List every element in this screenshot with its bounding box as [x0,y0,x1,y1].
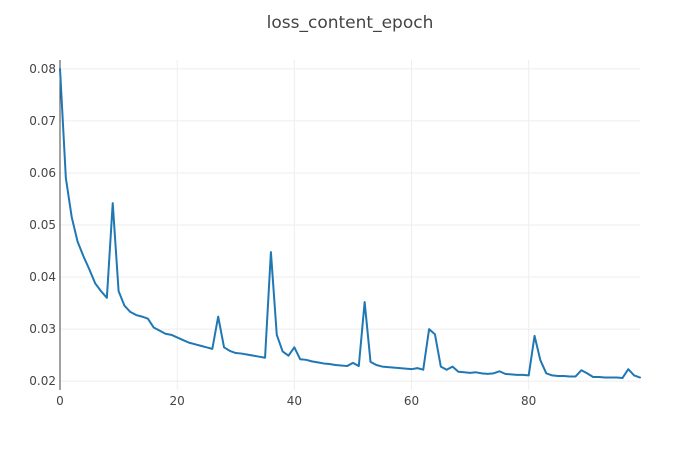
tick-labels: 0.02 0.03 0.04 0.05 0.06 0.07 0.08 0 20 40 60 80 [29,62,536,408]
y-tick-label: 0.03 [29,322,56,336]
series-layer [59,67,641,380]
y-tick-label: 0.05 [29,218,56,232]
x-tick-label: 60 [404,394,419,408]
grid [60,60,640,390]
x-tick-label: 80 [521,394,536,408]
chart-title: loss_content_epoch [266,13,434,33]
y-tick-label: 0.07 [29,114,56,128]
y-tick-label: 0.08 [29,62,56,76]
x-tick-label: 40 [287,394,302,408]
y-tick-label: 0.02 [29,374,56,388]
series-line [59,67,641,380]
x-tick-label: 0 [56,394,64,408]
y-tick-label: 0.06 [29,166,56,180]
x-tick-label: 20 [170,394,185,408]
y-tick-label: 0.04 [29,270,56,284]
